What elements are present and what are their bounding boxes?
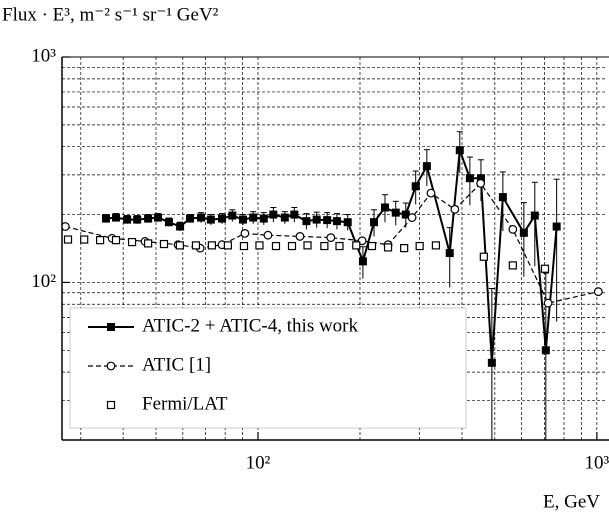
marker [552,222,561,231]
marker [465,174,474,183]
marker [343,218,352,227]
marker [302,217,311,226]
marker [530,211,539,220]
y-tick-label: 10² [31,271,56,292]
marker [479,252,488,261]
marker [519,228,528,237]
legend-marker [106,361,116,371]
marker [239,241,249,251]
marker [358,257,367,266]
marker [287,241,297,251]
marker [411,182,420,191]
marker [269,210,278,219]
marker [259,214,268,223]
plot-area [62,131,603,440]
marker [255,241,264,250]
marker [154,213,163,222]
marker [111,236,121,245]
marker [127,237,137,247]
marker [176,222,185,231]
marker [80,235,89,244]
marker [455,146,464,155]
marker [450,204,460,214]
legend-label: Fermi/LAT [142,393,228,414]
marker [332,217,341,226]
marker [206,215,215,224]
marker [223,241,232,250]
marker [228,211,237,220]
y-axis-title: Flux · E³, m⁻² s⁻¹ sr⁻¹ GeV² [2,4,219,25]
marker [175,241,184,250]
marker [144,239,153,248]
marker [62,222,70,231]
marker [401,210,410,219]
legend-marker [106,400,116,410]
marker [159,239,169,249]
marker [263,230,273,240]
marker [431,241,441,250]
marker [164,218,173,227]
marker [380,203,389,212]
marker [445,249,454,258]
legend: ATIC-2 + ATIC-4, this work ATIC [1] Fermi/… [69,307,467,429]
marker [508,261,517,270]
marker [133,215,142,224]
marker [487,358,496,367]
y-tick-label: 10³ [31,45,56,66]
marker [249,213,258,222]
marker [508,224,518,234]
marker [185,214,194,223]
x-tick-label: 10² [246,452,271,473]
marker [290,210,299,219]
marker [391,208,400,217]
marker [476,178,486,188]
marker [370,218,379,227]
marker [207,241,216,250]
x-axis-title: E, GeV [543,491,600,512]
marker [295,232,305,241]
marker [593,287,603,297]
marker [63,235,73,244]
marker [271,241,281,251]
marker [240,229,250,238]
legend-box [69,307,467,429]
marker [476,174,485,183]
marker [426,188,436,198]
marker [280,213,289,222]
marker [498,193,507,202]
x-tick-label: 10³ [584,452,609,473]
legend-marker [107,323,115,331]
legend-label: ATIC-2 + ATIC-4, this work [142,315,359,336]
marker [335,241,344,251]
marker [367,241,377,251]
marker [303,241,312,250]
marker [407,213,417,222]
marker [541,346,550,355]
marker [543,298,553,308]
legend-label: ATIC [1] [142,354,211,375]
marker [191,241,201,250]
marker [101,214,110,223]
marker [415,241,424,251]
marker [238,215,247,224]
marker [123,215,132,224]
marker [111,213,120,222]
marker [422,162,431,171]
marker [95,236,105,245]
marker [323,216,332,225]
marker [312,215,321,224]
marker [197,213,206,222]
marker [540,264,550,273]
marker [326,233,336,243]
marker [383,243,393,252]
marker [217,214,226,223]
marker [320,241,329,251]
marker [352,241,361,250]
marker [400,244,409,253]
marker [144,214,153,223]
